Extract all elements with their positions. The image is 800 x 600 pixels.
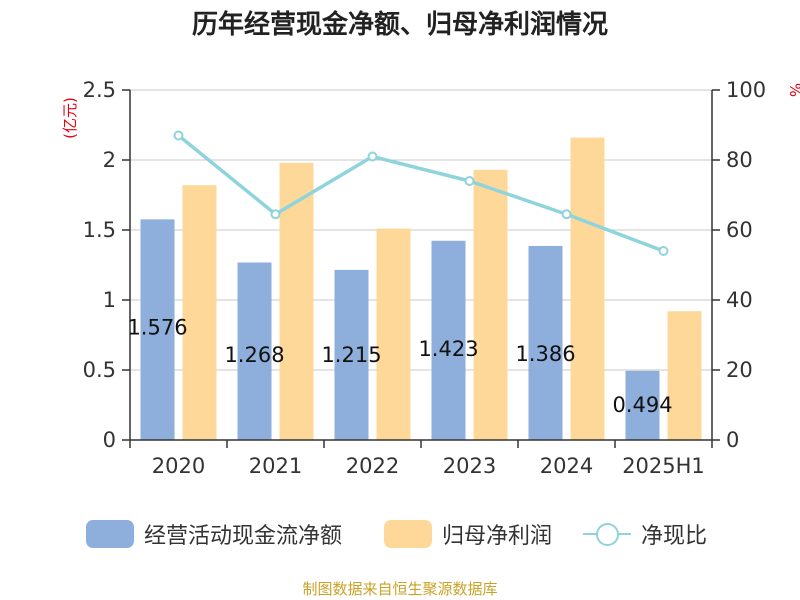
- data-label-cashflow: 1.576: [127, 315, 187, 339]
- data-label-cashflow: 1.423: [418, 337, 478, 361]
- point-cash-ratio: [270, 209, 281, 220]
- y-left-tick-label: 2: [103, 148, 116, 172]
- data-label-cashflow: 1.215: [321, 343, 381, 367]
- point-cash-ratio: [561, 209, 572, 220]
- y-left-tick-label: 0: [103, 428, 116, 452]
- bar-net-profit: [667, 311, 702, 440]
- x-tick-label: 2024: [540, 454, 593, 478]
- legend-label-cashflow: 经营活动现金流净额: [144, 524, 343, 549]
- bar-net-profit: [473, 169, 508, 441]
- y-left-tick-label: 1.5: [83, 218, 116, 242]
- bar-cashflow: [334, 269, 369, 440]
- bar-cashflow: [528, 245, 563, 440]
- bar-net-profit: [570, 137, 605, 440]
- y-right-tick-label: 0: [726, 428, 739, 452]
- point-cash-ratio: [658, 246, 669, 256]
- data-label-cashflow: 1.386: [515, 342, 575, 366]
- legend-swatch-cashflow: [86, 520, 134, 548]
- bar-cashflow: [431, 240, 466, 440]
- bar-net-profit: [376, 228, 411, 440]
- bar-cashflow: [237, 262, 272, 440]
- y-right-tick-label: 40: [726, 288, 753, 312]
- y-right-unit: %: [786, 83, 800, 97]
- x-tick-label: 2021: [249, 454, 302, 478]
- bar-cashflow: [140, 219, 175, 440]
- legend-item-cashflow[interactable]: 经营活动现金流净额: [86, 514, 342, 554]
- data-source-note: 制图数据来自恒生聚源数据库: [302, 580, 498, 598]
- legend-swatch-net-profit: [384, 520, 432, 548]
- data-label-cashflow: 0.494: [612, 393, 672, 417]
- x-tick-label: 2020: [152, 454, 205, 478]
- y-right-tick-label: 80: [726, 148, 753, 172]
- bar-net-profit: [182, 185, 217, 440]
- legend-item-cash-ratio[interactable]: 净现比: [583, 514, 707, 554]
- chart-title: 历年经营现金净额、归母净利润情况: [191, 10, 608, 40]
- legend-label-net-profit: 归母净利润: [442, 524, 553, 549]
- bar-net-profit: [279, 162, 314, 441]
- chart-legend: 经营活动现金流净额 归母净利润 净现比: [0, 514, 800, 554]
- legend-label-cash-ratio: 净现比: [641, 524, 708, 549]
- y-left-tick-label: 1: [103, 288, 116, 312]
- x-tick-label: 2023: [443, 454, 496, 478]
- data-label-cashflow: 1.268: [224, 343, 284, 367]
- y-left-tick-label: 2.5: [83, 78, 116, 102]
- x-tick-label: 2025H1: [622, 454, 705, 478]
- point-cash-ratio: [173, 130, 184, 141]
- y-right-tick-label: 20: [726, 358, 753, 382]
- y-right-tick-label: 100: [726, 78, 766, 102]
- y-left-unit: (亿元): [61, 97, 79, 139]
- bar-cashflow: [625, 370, 660, 440]
- x-tick-label: 2022: [346, 454, 399, 478]
- y-right-tick-label: 60: [726, 218, 753, 242]
- legend-marker-cash-ratio: [583, 520, 631, 548]
- y-left-tick-label: 0.5: [83, 358, 116, 382]
- point-cash-ratio: [367, 151, 378, 162]
- legend-item-net-profit[interactable]: 归母净利润: [384, 514, 552, 554]
- line-cash-ratio: [177, 134, 665, 253]
- point-cash-ratio: [464, 176, 475, 186]
